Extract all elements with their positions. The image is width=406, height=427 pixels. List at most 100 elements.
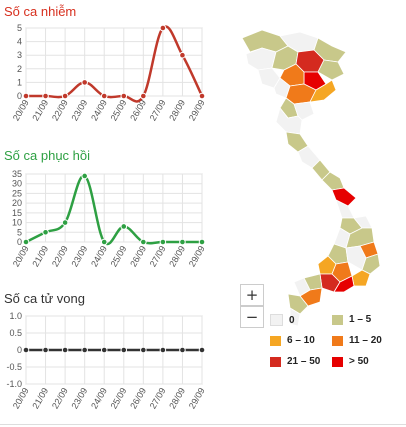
data-point <box>100 238 108 246</box>
legend-label: 0 <box>289 314 295 326</box>
y-tick-label: 20 <box>12 198 22 208</box>
x-tick-label: 22/09 <box>50 386 70 411</box>
data-point <box>61 92 69 100</box>
map-province <box>351 269 371 287</box>
data-point <box>42 92 49 100</box>
data-point <box>179 346 186 354</box>
data-point <box>100 92 108 100</box>
legend-swatch <box>270 356 281 367</box>
legend-item: 21 – 50 <box>270 356 320 367</box>
data-point <box>159 238 167 246</box>
y-tick-label: 1.0 <box>9 311 22 321</box>
data-point <box>22 238 30 246</box>
y-tick-label: 5 <box>17 23 22 33</box>
x-tick-label: 25/09 <box>109 98 129 123</box>
data-point <box>140 238 147 246</box>
x-tick-label: 24/09 <box>89 98 109 123</box>
data-point <box>198 238 206 246</box>
y-tick-label: 10 <box>12 218 22 228</box>
y-tick-label: 1 <box>17 77 22 87</box>
legend-label: 6 – 10 <box>287 335 315 346</box>
x-tick-label: 23/09 <box>69 98 89 123</box>
data-point <box>198 346 206 354</box>
y-tick-label: 0 <box>17 91 22 101</box>
data-point <box>22 346 30 354</box>
legend-item: 1 – 5 <box>332 314 371 325</box>
x-tick-label: 22/09 <box>50 98 70 123</box>
x-tick-label: 24/09 <box>89 244 109 269</box>
zoom-in-button[interactable]: + <box>240 284 264 306</box>
legend-swatch <box>270 335 281 346</box>
legend-label: > 50 <box>349 356 369 367</box>
y-tick-label: 0 <box>17 345 22 355</box>
data-point <box>140 92 147 100</box>
data-point <box>140 346 147 354</box>
x-tick-label: 28/09 <box>167 244 187 269</box>
data-point <box>22 92 30 100</box>
y-tick-label: 5 <box>17 227 22 237</box>
map-province <box>317 59 345 81</box>
data-point <box>179 51 186 59</box>
deaths-chart: -1.0 -0.5 0 0.5 1.0 20/09 21/09 22/09 23/09 24/09… <box>6 311 207 411</box>
y-tick-label: 0 <box>17 237 22 247</box>
y-tick-label: 4 <box>17 37 22 47</box>
x-tick-label: 22/09 <box>50 244 70 269</box>
x-tick-label: 29/09 <box>187 386 207 411</box>
x-tick-label: 26/09 <box>128 386 148 411</box>
legend-item: 0 <box>270 314 295 326</box>
legend-label: 11 – 20 <box>349 335 382 346</box>
x-tick-label: 20/09 <box>11 244 31 269</box>
x-tick-label: 24/09 <box>89 386 109 411</box>
x-tick-label: 25/09 <box>109 244 129 269</box>
x-tick-label: 27/09 <box>148 98 168 123</box>
y-tick-label: 3 <box>17 50 22 60</box>
map-province <box>273 77 291 99</box>
map-province <box>331 187 357 207</box>
x-tick-label: 26/09 <box>128 244 148 269</box>
legend-swatch <box>332 314 343 325</box>
data-point <box>61 346 69 354</box>
map-province <box>321 171 345 191</box>
map-province <box>333 275 355 293</box>
series-line <box>25 174 202 246</box>
data-point <box>120 92 128 100</box>
data-point <box>81 172 88 180</box>
map-province <box>289 307 301 327</box>
x-tick-label: 28/09 <box>167 386 187 411</box>
legend-item: 11 – 20 <box>332 335 382 346</box>
x-tick-label: 27/09 <box>148 386 168 411</box>
recovered-chart-title: Số ca phục hồi <box>4 148 91 163</box>
y-tick-label: 35 <box>12 169 22 179</box>
zoom-out-button[interactable]: − <box>240 306 264 328</box>
data-point <box>120 346 128 354</box>
map-province <box>287 293 309 315</box>
series-line <box>25 25 204 103</box>
legend-swatch <box>270 314 283 326</box>
x-tick-label: 21/09 <box>30 386 50 411</box>
y-tick-label: 2 <box>17 64 22 74</box>
legend-swatch <box>332 356 343 367</box>
y-tick-label: 25 <box>12 188 22 198</box>
y-tick-label: 30 <box>12 179 22 189</box>
x-tick-label: 27/09 <box>148 244 168 269</box>
y-tick-label: -0.5 <box>6 362 22 372</box>
x-tick-label: 23/09 <box>69 244 89 269</box>
vietnam-map[interactable] <box>228 28 404 328</box>
x-tick-label: 20/09 <box>11 386 31 411</box>
x-tick-label: 29/09 <box>187 98 207 123</box>
data-point <box>42 228 49 236</box>
data-point <box>100 346 108 354</box>
legend-label: 1 – 5 <box>349 314 372 325</box>
data-point <box>61 219 69 226</box>
x-tick-label: 20/09 <box>11 98 31 123</box>
data-point <box>179 238 186 246</box>
legend-item: 6 – 10 <box>270 335 315 346</box>
y-tick-label: 0.5 <box>9 328 22 338</box>
infected-chart-title: Số ca nhiễm <box>4 4 77 19</box>
x-tick-label: 25/09 <box>109 386 129 411</box>
y-tick-label: 15 <box>12 208 22 218</box>
data-point <box>81 346 88 354</box>
x-tick-label: 21/09 <box>30 98 50 123</box>
